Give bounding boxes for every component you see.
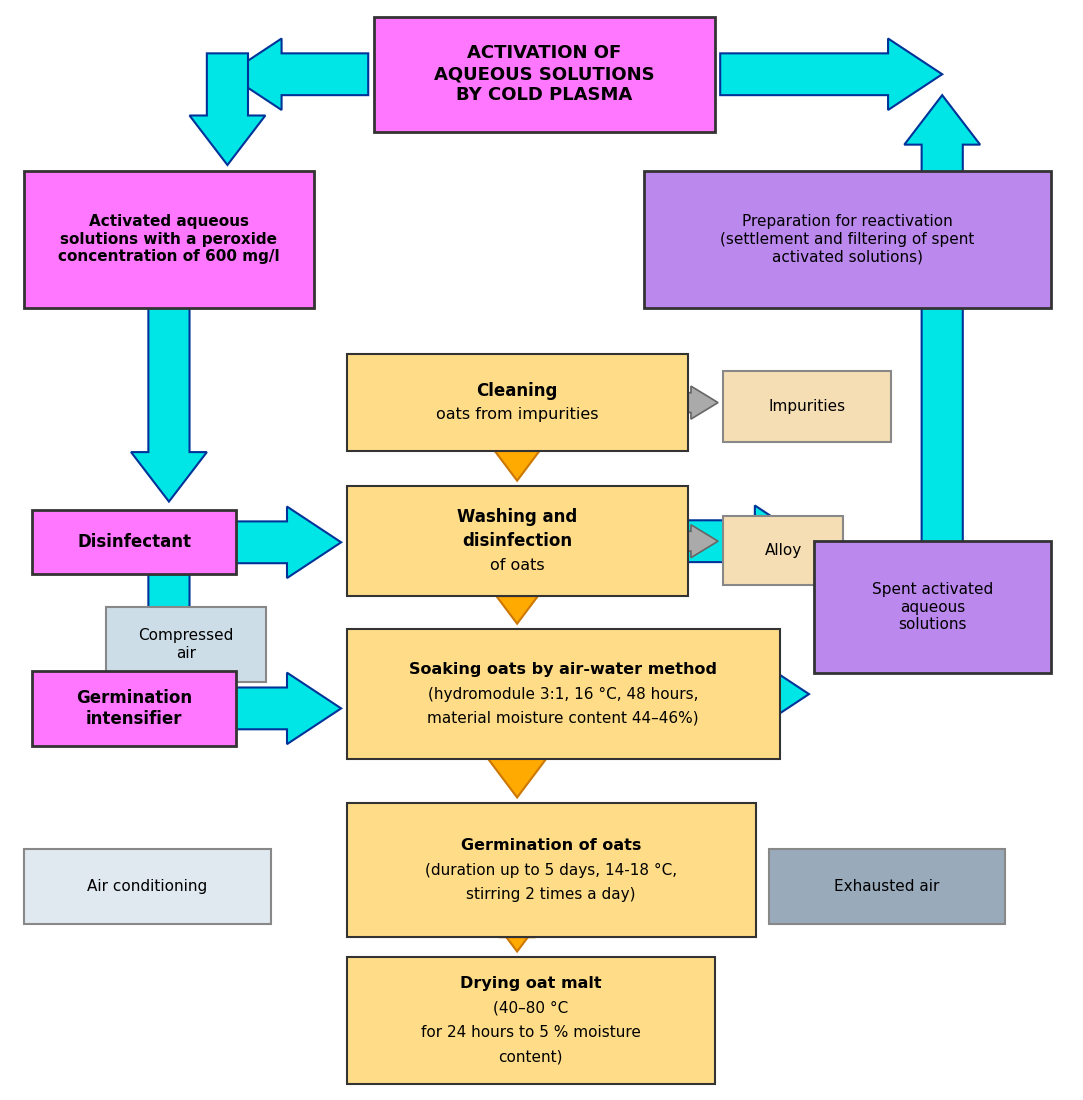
Polygon shape [720,39,942,110]
Polygon shape [688,525,718,558]
Text: disinfection: disinfection [462,532,572,550]
FancyBboxPatch shape [347,803,756,937]
Text: (duration up to 5 days, 14-18 °C,: (duration up to 5 days, 14-18 °C, [426,862,677,878]
Text: Drying oat malt: Drying oat malt [460,977,601,991]
Text: (hydromodule 3:1, 16 °C, 48 hours,: (hydromodule 3:1, 16 °C, 48 hours, [428,686,699,702]
Polygon shape [485,439,549,481]
Polygon shape [485,582,549,624]
Text: Soaking oats by air-water method: Soaking oats by air-water method [409,662,717,678]
Polygon shape [236,506,341,579]
Text: content): content) [498,1049,563,1064]
Text: Washing and: Washing and [457,508,577,526]
Polygon shape [131,574,207,666]
Polygon shape [131,308,207,502]
Text: oats from impurities: oats from impurities [435,407,599,422]
Text: for 24 hours to 5 % moisture: for 24 hours to 5 % moisture [420,1025,641,1040]
FancyBboxPatch shape [24,849,271,924]
Text: Disinfectant: Disinfectant [77,534,192,551]
Text: (40–80 °C: (40–80 °C [493,1001,569,1015]
Text: Preparation for reactivation
(settlement and filtering of spent
activated soluti: Preparation for reactivation (settlement… [720,214,975,264]
FancyBboxPatch shape [723,371,891,442]
FancyBboxPatch shape [106,607,266,682]
Text: Impurities: Impurities [769,399,846,414]
FancyBboxPatch shape [347,354,688,451]
Polygon shape [904,96,980,547]
FancyBboxPatch shape [723,516,843,585]
Text: Air conditioning: Air conditioning [87,879,208,894]
FancyBboxPatch shape [814,541,1051,673]
FancyBboxPatch shape [644,170,1051,308]
Text: Exhausted air: Exhausted air [834,879,940,894]
Text: Germination
intensifier: Germination intensifier [76,689,193,728]
Polygon shape [227,39,368,110]
Text: Alloy: Alloy [765,543,801,558]
Text: Spent activated
aqueous
solutions: Spent activated aqueous solutions [872,582,993,632]
Text: of oats: of oats [490,558,545,573]
Polygon shape [236,673,341,744]
Polygon shape [688,386,718,419]
Text: Cleaning: Cleaning [477,382,558,399]
Text: stirring 2 times a day): stirring 2 times a day) [467,887,636,902]
FancyBboxPatch shape [24,170,314,308]
FancyBboxPatch shape [347,629,780,759]
Text: Activated aqueous
solutions with a peroxide
concentration of 600 mg/l: Activated aqueous solutions with a perox… [58,214,279,264]
Polygon shape [755,658,809,730]
Polygon shape [190,53,265,165]
FancyBboxPatch shape [374,16,715,132]
FancyBboxPatch shape [32,510,236,574]
Text: Compressed
air: Compressed air [139,628,234,661]
Polygon shape [485,756,549,798]
Polygon shape [485,910,549,952]
FancyBboxPatch shape [769,849,1005,924]
FancyBboxPatch shape [347,486,688,596]
Text: material moisture content 44–46%): material moisture content 44–46%) [428,711,699,726]
Text: Germination of oats: Germination of oats [461,838,641,854]
FancyBboxPatch shape [347,957,715,1084]
FancyBboxPatch shape [32,671,236,746]
Text: ACTIVATION OF
AQUEOUS SOLUTIONS
BY COLD PLASMA: ACTIVATION OF AQUEOUS SOLUTIONS BY COLD … [434,44,654,104]
Polygon shape [688,506,809,576]
